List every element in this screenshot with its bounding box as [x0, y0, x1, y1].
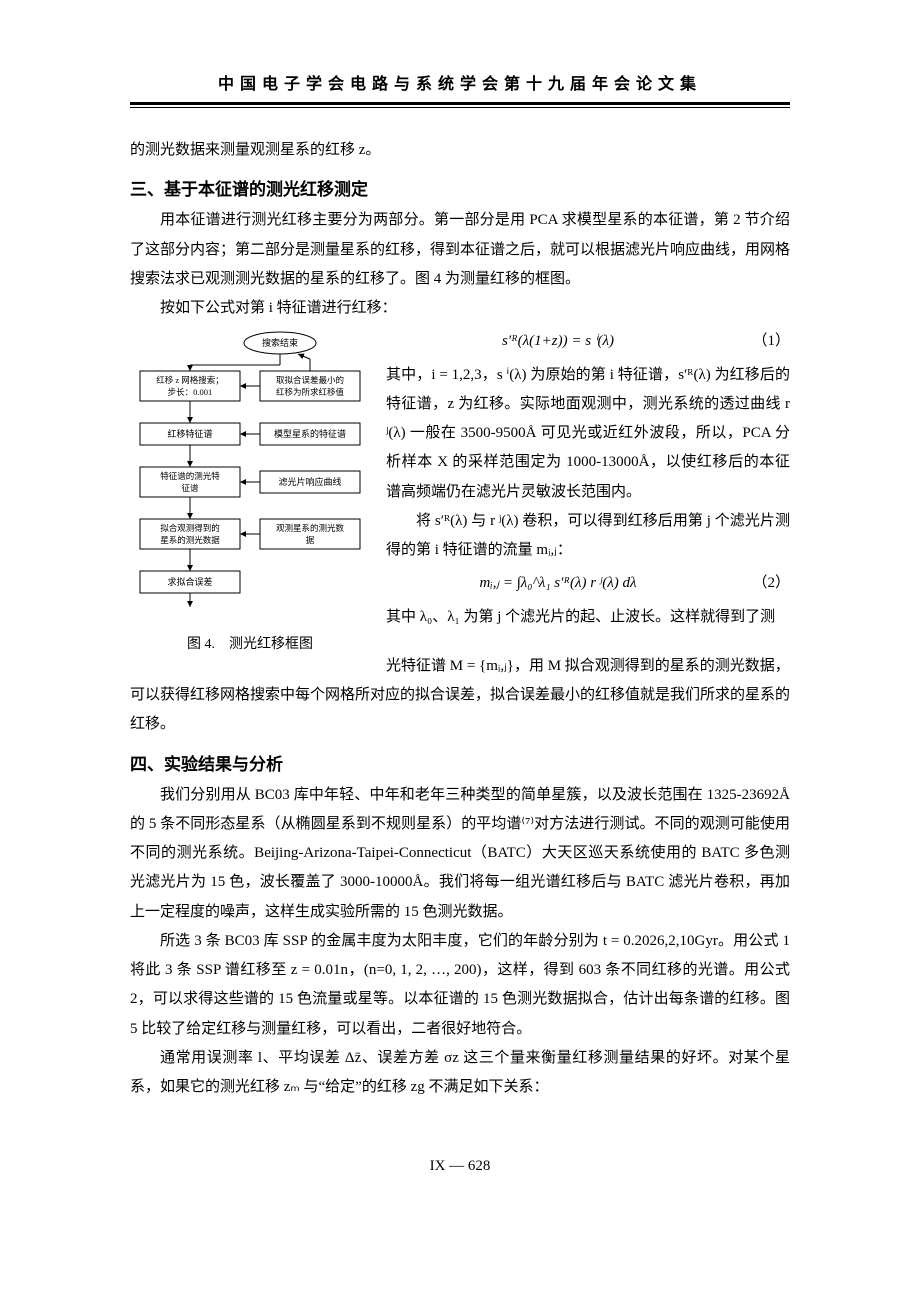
page-number: IX — 628 [130, 1158, 790, 1175]
figure-4-svg: 搜索结束 红移 z 网格搜索； 步长：0.001 取拟合误差最小的 红移为所求红… [130, 329, 370, 609]
figure-and-text-wrap: 搜索结束 红移 z 网格搜索； 步长：0.001 取拟合误差最小的 红移为所求红… [130, 323, 790, 681]
equation-1-row: s′ᴿ(λ(1+z)) = s ⁱ(λ) （1） [386, 327, 790, 356]
equation-2-num: （2） [730, 569, 790, 598]
node-fit-l1: 拟合观测得到的 [160, 523, 220, 533]
node-eigen-photo-l2: 征谱 [181, 483, 199, 493]
node-search-end: 搜索结束 [262, 337, 298, 348]
node-fit-l2: 星系的测光数据 [160, 535, 220, 545]
node-obs-l2: 据 [306, 535, 315, 545]
header-rule-thin [130, 107, 790, 108]
node-obs-l1: 观测星系的测光数 [276, 523, 345, 533]
equation-1: s′ᴿ(λ(1+z)) = s ⁱ(λ) [386, 327, 730, 356]
equation-1-num: （1） [730, 327, 790, 356]
running-header: 中国电子学会电路与系统学会第十九届年会论文集 [130, 70, 790, 100]
section-4-heading: 四、实验结果与分析 [130, 750, 790, 775]
node-calc-error: 求拟合误差 [167, 576, 212, 587]
section-3-p2: 按如下公式对第 i 特征谱进行红移： [130, 294, 790, 323]
section-4-p2: 所选 3 条 BC03 库 SSP 的金属丰度为太阳丰度，它们的年龄分别为 t … [130, 927, 790, 1044]
figure-4-caption: 图 4. 测光红移框图 [130, 633, 370, 653]
node-grid-search-l1: 红移 z 网格搜索； [156, 375, 224, 385]
section-4-p1: 我们分别用从 BC03 库中年轻、中年和老年三种类型的简单星簇，以及波长范围在 … [130, 781, 790, 927]
node-eigen-photo-l1: 特征谱的测光特 [160, 471, 220, 481]
figure-4: 搜索结束 红移 z 网格搜索； 步长：0.001 取拟合误差最小的 红移为所求红… [130, 329, 370, 653]
node-redshift-eigen: 红移特征谱 [167, 428, 212, 439]
node-min-error-l2: 红移为所求红移值 [276, 387, 345, 397]
node-filter-curve: 滤光片响应曲线 [278, 476, 341, 487]
header-rule-thick [130, 102, 790, 105]
section-4-p3: 通常用误测率 l、平均误差 Δz̄、误差方差 σz 这三个量来衡量红移测量结果的… [130, 1044, 790, 1103]
section-3-heading: 三、基于本征谱的测光红移测定 [130, 175, 790, 200]
continuation-paragraph: 的测光数据来测量观测星系的红移 z。 [130, 136, 790, 165]
node-model-eigen: 模型星系的特征谱 [274, 428, 346, 439]
section-3-p4: 可以获得红移网格搜索中每个网格所对应的拟合误差，拟合误差最小的红移值就是我们所求… [130, 681, 790, 740]
node-grid-search-l2: 步长：0.001 [168, 387, 213, 397]
node-min-error-l1: 取拟合误差最小的 [276, 375, 344, 385]
equation-2: mᵢ,ⱼ = ∫λ₀^λ₁ s′ᴿ(λ) r ʲ(λ) dλ [386, 569, 730, 598]
section-3-p1: 用本征谱进行测光红移主要分为两部分。第一部分是用 PCA 求模型星系的本征谱，第… [130, 206, 790, 294]
equation-2-row: mᵢ,ⱼ = ∫λ₀^λ₁ s′ᴿ(λ) r ʲ(λ) dλ （2） [386, 569, 790, 598]
section-3-p3d: 光特征谱 M = {mᵢ,ⱼ}，用 M 拟合观测得到的星系的测光数据， [130, 652, 790, 681]
